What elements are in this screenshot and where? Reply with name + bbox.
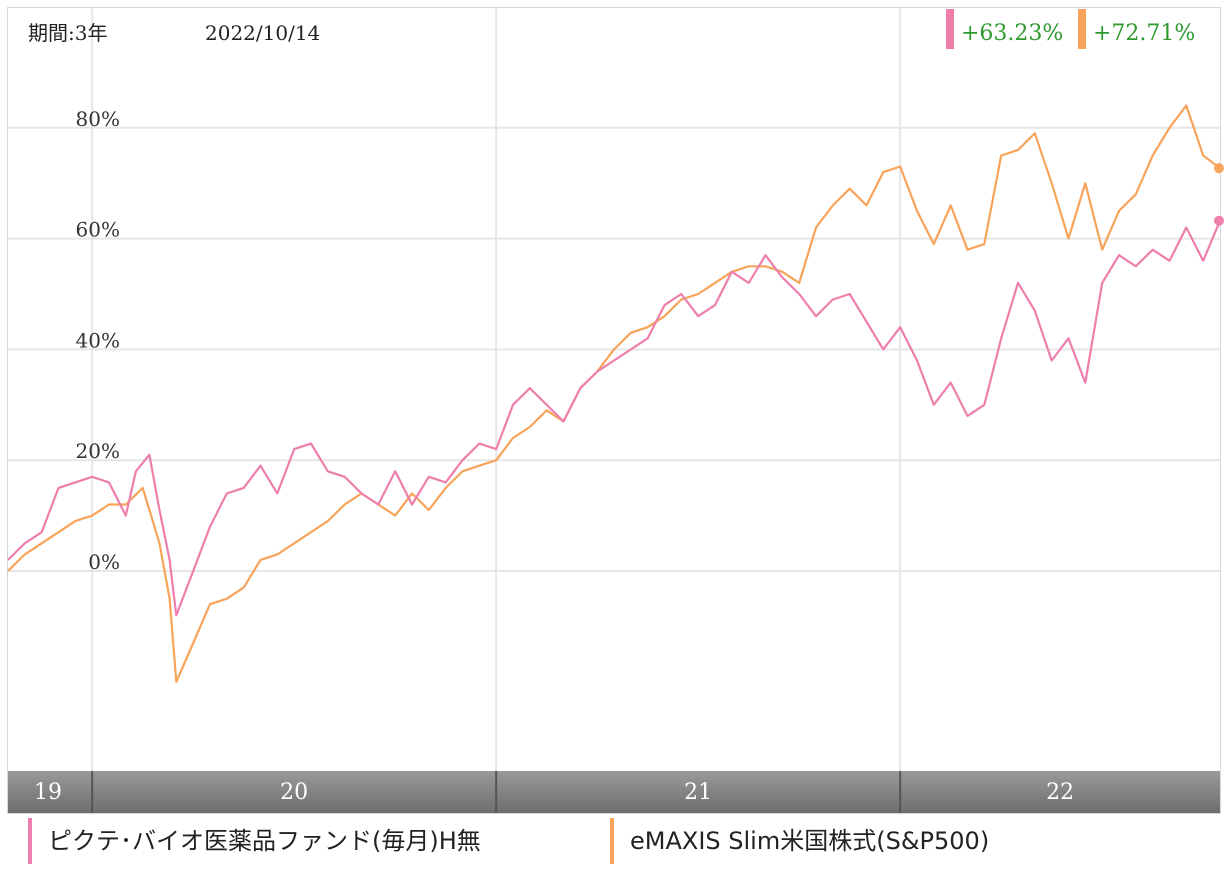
- x-tick-label-3: 22: [1046, 780, 1074, 805]
- x-tick-label-0: 19: [34, 780, 62, 805]
- series-end-marker-1: [1214, 163, 1224, 174]
- legend-label-emaxis: eMAXIS Slim米国株式(S&P500): [630, 827, 990, 855]
- x-axis-year-bar: 19 20 21 22: [8, 771, 1220, 813]
- return-value-orange: +72.71%: [1093, 21, 1195, 46]
- x-axis-segment-3: [900, 771, 1220, 813]
- legend-swatch-pink: [28, 818, 32, 864]
- horizontal-gridlines: [8, 126, 1220, 572]
- legend-label-pictet: ピクテ･バイオ医薬品ファンド(毎月)H無: [48, 827, 481, 855]
- return-swatch-orange: [1078, 9, 1086, 49]
- legend-swatch-orange: [610, 818, 614, 864]
- series-end-markers: [1214, 163, 1224, 226]
- x-axis-segment-1: [92, 771, 497, 813]
- x-tick-label-1: 20: [280, 780, 308, 805]
- chart-border: [7, 7, 1221, 814]
- legend-item-emaxis: eMAXIS Slim米国株式(S&P500): [610, 818, 989, 866]
- date-label: 2022/10/14: [205, 21, 320, 45]
- y-tick-label-1: 20%: [76, 439, 120, 463]
- period-label: 期間:3年: [28, 21, 107, 45]
- y-tick-label-0: 0%: [88, 550, 120, 574]
- series-line-1: [7, 104, 1221, 683]
- series-line-0: [7, 220, 1222, 617]
- return-value-pink: +63.23%: [961, 21, 1063, 46]
- latest-return-orange: +72.71%: [1078, 9, 1195, 49]
- y-tick-label-4: 80%: [76, 107, 120, 131]
- vertical-gridlines: [91, 8, 902, 771]
- legend: ピクテ･バイオ医薬品ファンド(毎月)H無 eMAXIS Slim米国株式(S&P…: [0, 818, 1227, 868]
- y-axis-tick-labels: 0% 20% 40% 60% 80%: [76, 107, 120, 574]
- series-end-marker-0: [1214, 215, 1224, 226]
- x-axis-segment-0: [8, 771, 93, 813]
- y-tick-label-3: 60%: [76, 218, 120, 242]
- latest-return-pink: +63.23%: [946, 9, 1063, 49]
- series-lines: [7, 104, 1222, 683]
- x-axis-segment-2: [496, 771, 901, 813]
- x-tick-label-2: 21: [684, 780, 712, 805]
- legend-item-pictet: ピクテ･バイオ医薬品ファンド(毎月)H無: [28, 818, 481, 866]
- y-tick-label-2: 40%: [76, 328, 120, 352]
- return-swatch-pink: [946, 9, 954, 49]
